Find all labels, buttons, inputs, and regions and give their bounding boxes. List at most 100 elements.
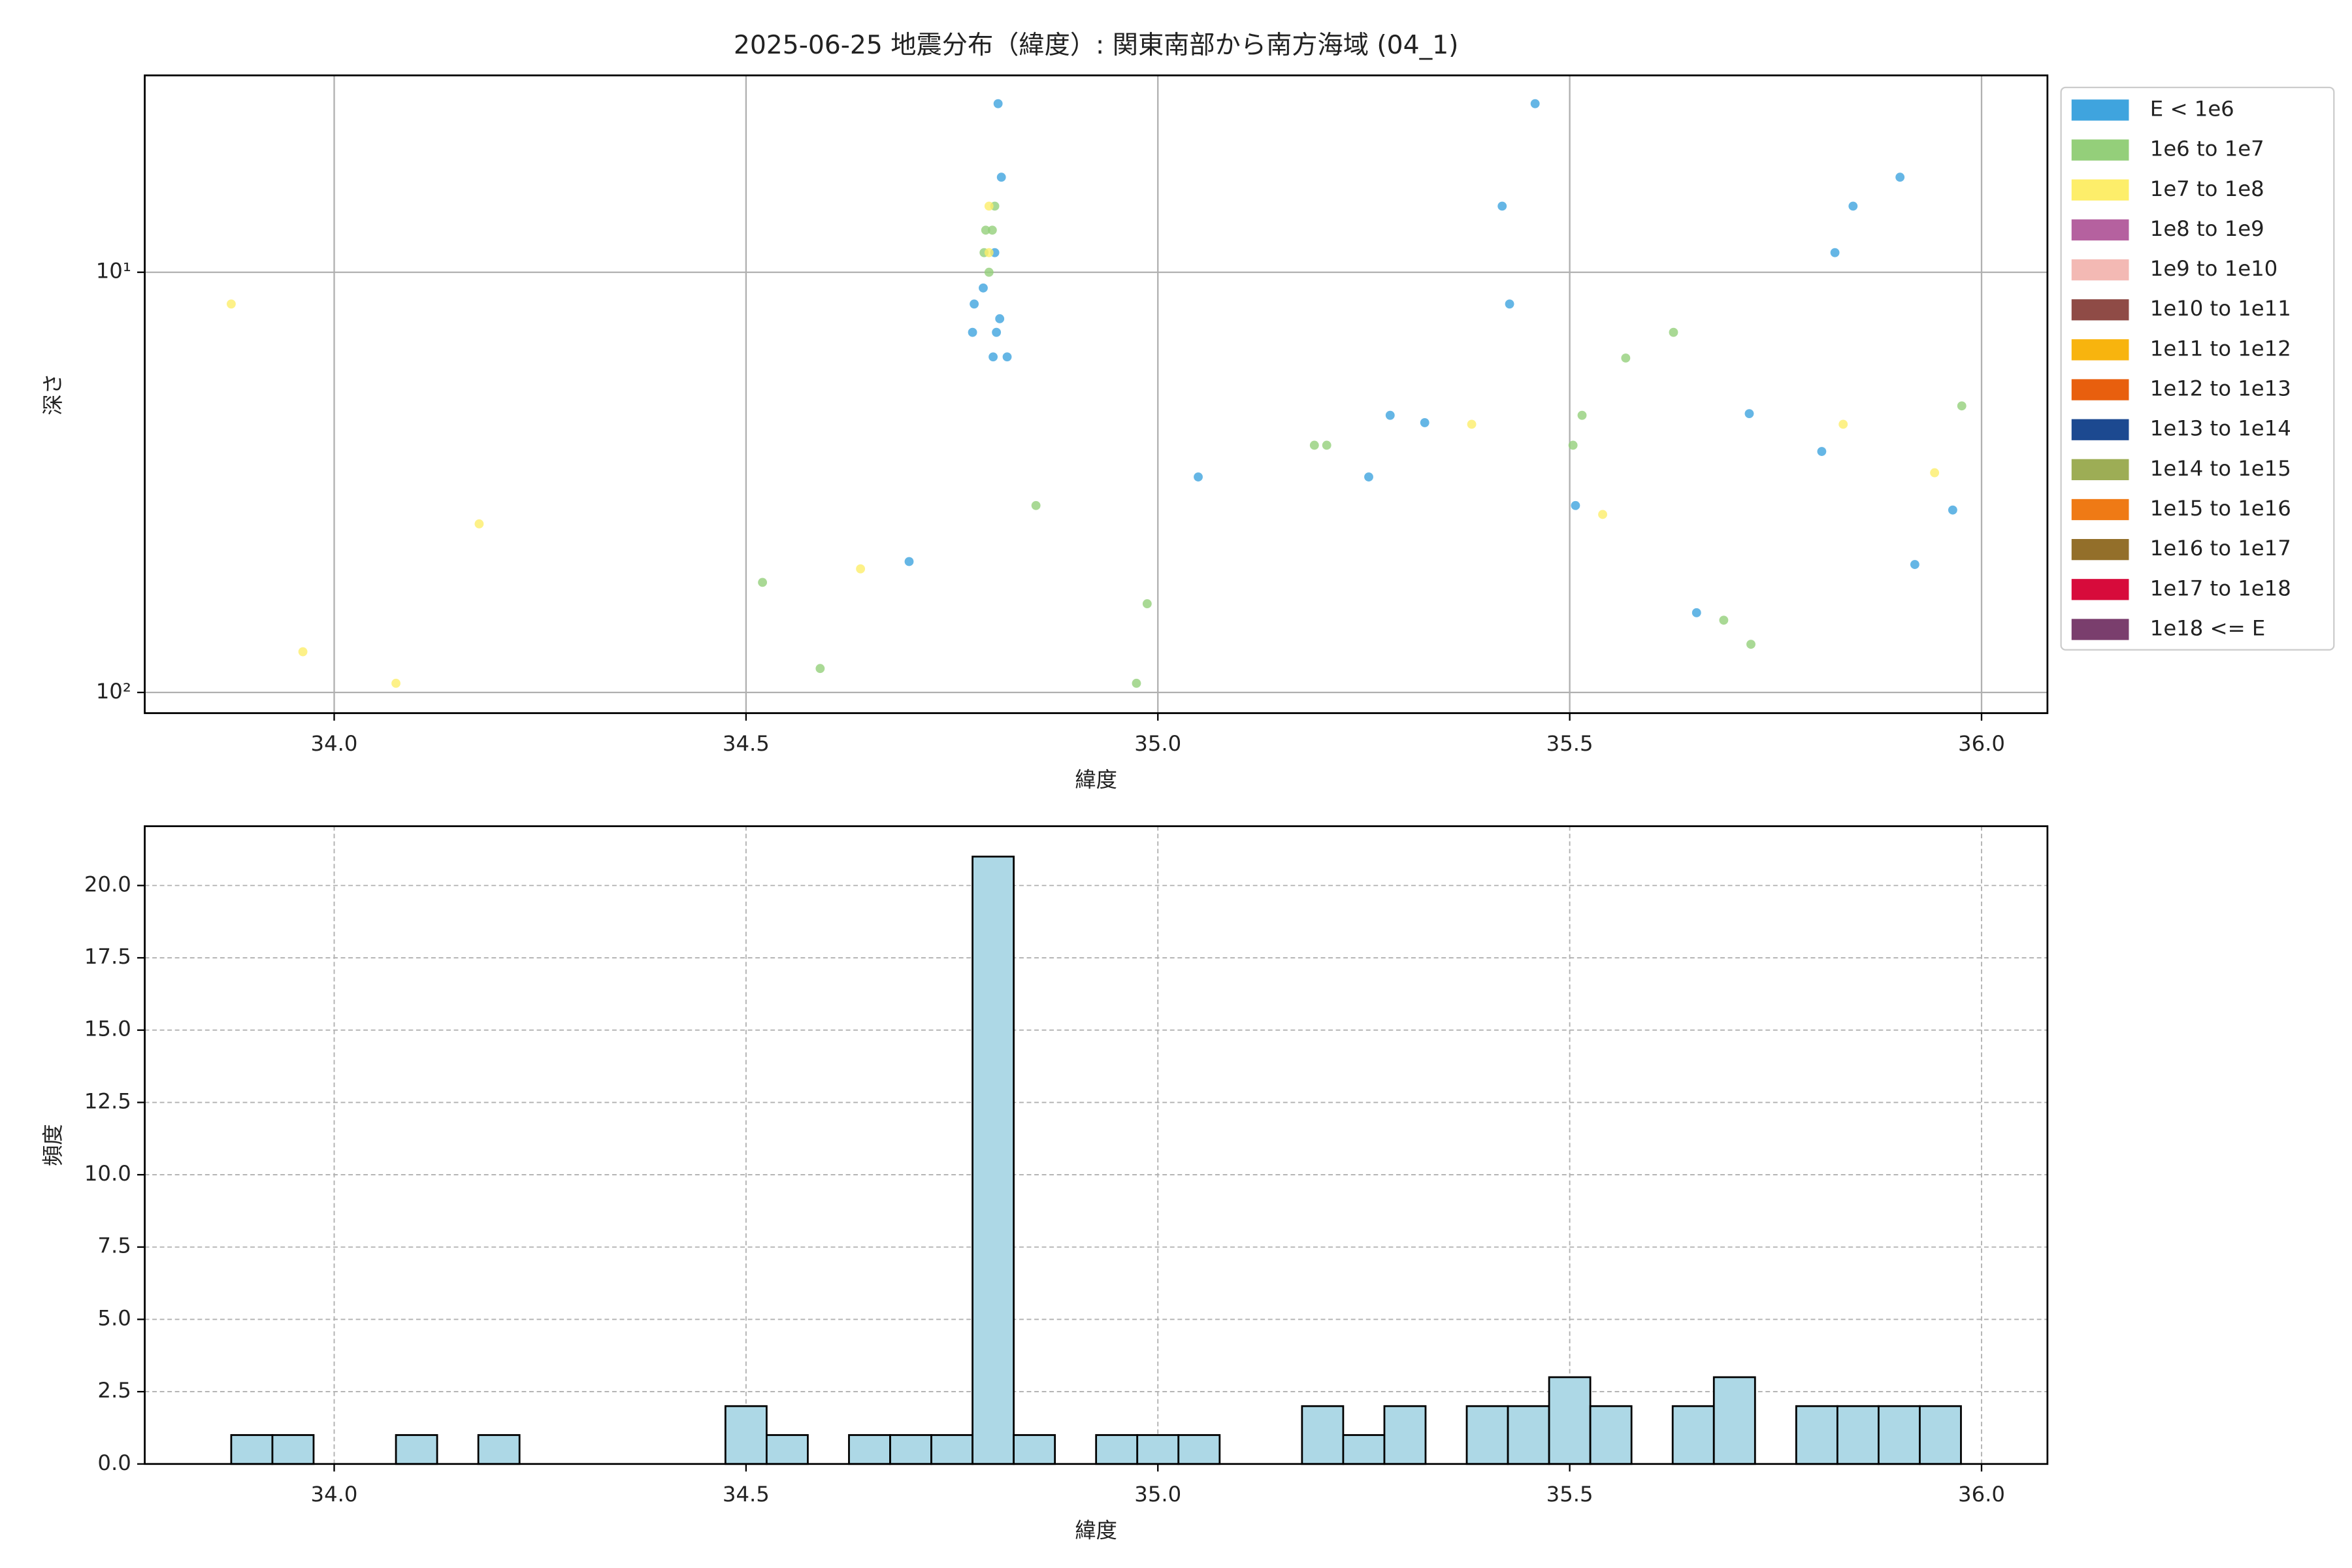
x-tick-label: 36.0	[1958, 1482, 2005, 1507]
point	[474, 519, 484, 529]
legend-label: 1e10 to 1e11	[2150, 296, 2291, 321]
legend-swatch	[2071, 139, 2129, 161]
point	[992, 327, 1002, 337]
point	[1957, 401, 1967, 411]
x-tick-label: 34.5	[723, 1482, 770, 1507]
y-tick-label: 12.5	[84, 1088, 131, 1113]
legend-label: E < 1e6	[2150, 96, 2234, 121]
y-tick-label: 10.0	[84, 1161, 131, 1186]
bar	[1589, 1405, 1633, 1465]
point	[1577, 410, 1587, 420]
point	[993, 99, 1003, 108]
y-tick-label: 7.5	[97, 1233, 131, 1258]
legend-swatch	[2071, 459, 2129, 480]
point	[1948, 505, 1957, 515]
bar	[724, 1405, 768, 1465]
y-axis-label: 頻度	[41, 1124, 65, 1166]
bar	[1177, 1434, 1221, 1465]
bar	[1013, 1434, 1056, 1465]
bar	[230, 1434, 274, 1465]
point	[1385, 410, 1395, 420]
legend-label: 1e17 to 1e18	[2150, 576, 2291, 600]
point	[1895, 172, 1905, 182]
point	[984, 267, 994, 277]
bar	[1301, 1405, 1345, 1465]
point	[758, 578, 768, 587]
point	[1364, 472, 1373, 482]
point	[1830, 248, 1840, 257]
bar	[1548, 1376, 1592, 1465]
point	[1621, 353, 1631, 363]
legend-swatch	[2071, 99, 2129, 121]
legend-label: 1e9 to 1e10	[2150, 256, 2278, 281]
y-tick-label: 2.5	[97, 1378, 131, 1403]
bar	[1795, 1405, 1838, 1465]
legend-swatch	[2071, 379, 2129, 400]
point	[1568, 440, 1578, 450]
legend-label: 1e14 to 1e15	[2150, 456, 2291, 481]
point	[984, 201, 994, 211]
point	[1505, 299, 1514, 309]
bar	[1383, 1405, 1427, 1465]
point	[1930, 468, 1940, 478]
bar	[1712, 1376, 1756, 1465]
point	[995, 314, 1005, 323]
point	[226, 299, 236, 309]
legend-swatch	[2071, 219, 2129, 241]
y-tick-label: 0.0	[97, 1450, 131, 1475]
legend-box	[2060, 86, 2335, 651]
x-tick-label: 35.5	[1546, 731, 1593, 756]
point	[1719, 615, 1729, 625]
plot-frame	[144, 825, 2049, 1465]
bar	[1836, 1405, 1880, 1465]
x-tick-label: 36.0	[1958, 731, 2005, 756]
point	[1132, 678, 1141, 688]
y-tick-label: 20.0	[84, 872, 131, 896]
point	[391, 678, 400, 688]
point	[1848, 201, 1858, 211]
y-tick-label: 15.0	[84, 1017, 131, 1041]
x-axis-label: 緯度	[1075, 1518, 1117, 1543]
point	[1669, 327, 1678, 337]
point	[1571, 500, 1580, 510]
legend-label: 1e8 to 1e9	[2150, 216, 2264, 241]
point	[1194, 472, 1203, 482]
point	[1142, 599, 1152, 609]
x-tick-label: 35.0	[1134, 731, 1181, 756]
point	[1309, 440, 1319, 450]
legend-label: 1e11 to 1e12	[2150, 336, 2291, 361]
legend-swatch	[2071, 498, 2129, 521]
x-tick-label: 34.0	[311, 731, 358, 756]
point	[1691, 608, 1701, 617]
bar	[1919, 1405, 1962, 1465]
point	[1817, 447, 1827, 456]
point	[1497, 201, 1507, 211]
bar	[889, 1434, 932, 1465]
legend-label: 1e15 to 1e16	[2150, 496, 2291, 521]
point	[1746, 640, 1756, 649]
x-axis-label: 緯度	[1075, 767, 1117, 792]
point	[1530, 99, 1540, 108]
legend-swatch	[2071, 579, 2129, 600]
x-tick-label: 34.5	[723, 731, 770, 756]
point	[981, 225, 990, 235]
point	[1467, 419, 1477, 429]
point	[904, 557, 914, 566]
point	[979, 283, 988, 293]
x-tick-label: 35.0	[1134, 1482, 1181, 1507]
point	[1420, 418, 1429, 427]
point	[815, 664, 825, 674]
bar	[766, 1434, 809, 1465]
plot-frame	[144, 74, 2049, 714]
point	[988, 352, 998, 362]
legend-swatch	[2071, 539, 2129, 561]
legend-swatch	[2071, 259, 2129, 281]
y-tick-label: 10¹	[96, 259, 131, 284]
bar	[1671, 1405, 1715, 1465]
point	[1910, 560, 1919, 569]
legend-label: 1e12 to 1e13	[2150, 376, 2291, 401]
legend-label: 1e6 to 1e7	[2150, 137, 2264, 161]
point	[970, 299, 979, 309]
